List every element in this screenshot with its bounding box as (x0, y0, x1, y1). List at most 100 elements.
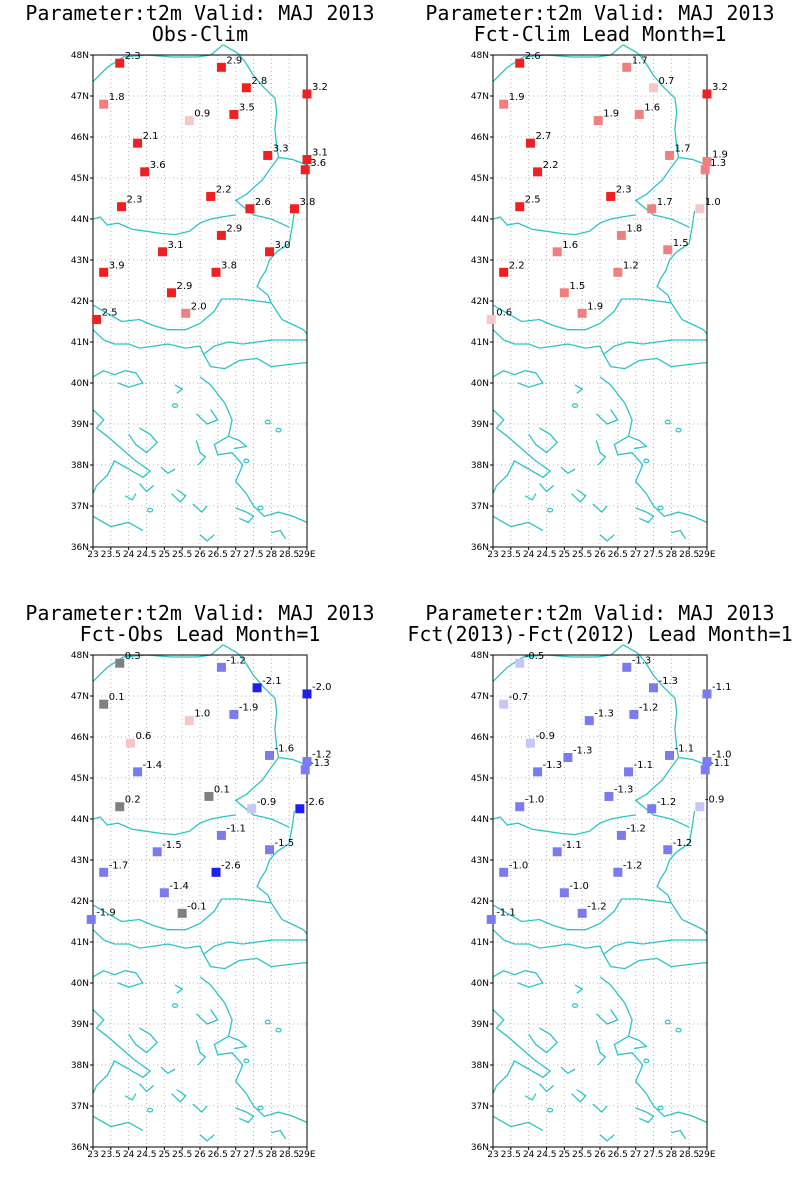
station-marker (533, 167, 543, 177)
y-tick-label: 37N (471, 502, 489, 512)
coastline (92, 814, 236, 836)
coastline (635, 507, 655, 524)
coastline (92, 409, 152, 494)
station-value-label: 1.9 (603, 109, 619, 120)
station-value-label: 3.1 (168, 240, 184, 251)
station-value-label: 3.6 (310, 158, 326, 169)
y-tick-label: 42N (71, 297, 89, 307)
station-marker (663, 845, 673, 855)
coastline (599, 376, 708, 523)
lake-outline (275, 1027, 282, 1033)
lake-outline (571, 403, 579, 408)
y-tick-label: 36N (471, 1143, 489, 1153)
station-value-label: 1.9 (712, 150, 728, 161)
station-value-label: -1.1 (675, 743, 695, 754)
coastline (592, 1103, 608, 1114)
station-value-label: 2.2 (509, 260, 525, 271)
station-marker (184, 716, 194, 726)
station-marker (616, 230, 626, 240)
station-value-label: -1.2 (673, 838, 693, 849)
y-tick-label: 47N (471, 692, 489, 702)
station-value-label: -2.6 (221, 860, 241, 871)
station-marker (647, 204, 657, 214)
x-tick-label: 23 (487, 550, 498, 560)
y-tick-label: 44N (71, 815, 89, 825)
station-value-label: 3.1 (312, 148, 328, 159)
station-value-label: -1.1 (712, 682, 732, 693)
station-map: 23 23.5 24 24.5 25 25.5 26 26.5 27 27.5 28 28.5 29E 3… (71, 44, 328, 560)
station-value-label: 0.7 (659, 76, 675, 87)
coastline (622, 644, 708, 767)
station-marker (593, 116, 603, 126)
station-marker (702, 757, 712, 767)
coastline (222, 644, 308, 767)
coastline (528, 1027, 559, 1054)
x-tick-label: 27.5 (643, 550, 663, 560)
station-marker (647, 804, 657, 814)
x-tick-label: 23.5 (501, 550, 521, 560)
coastline (595, 409, 619, 425)
y-tick-label: 41N (471, 938, 489, 948)
x-tick-label: 28.5 (279, 550, 299, 560)
station-value-label: -0.5 (525, 651, 545, 662)
coastline (634, 157, 690, 228)
station-map: 23 23.5 24 24.5 25 25.5 26 26.5 27 27.5 28 28.5 29E 3… (471, 44, 728, 560)
y-tick-label: 39N (471, 420, 489, 430)
coastline (560, 466, 576, 474)
station-value-label: -1.3 (310, 758, 330, 769)
station-value-label: 1.2 (623, 260, 639, 271)
station-marker (241, 83, 251, 93)
station-marker (252, 683, 262, 693)
station-marker (265, 247, 275, 257)
lake-outline (664, 1019, 671, 1025)
station-marker (133, 138, 143, 148)
coastlines (492, 44, 708, 542)
station-marker (700, 765, 710, 775)
coastline (634, 757, 690, 828)
station-marker (634, 109, 644, 119)
x-tick-label: 25 (559, 1150, 570, 1160)
x-tick-label: 29E (298, 1150, 315, 1160)
station-marker (181, 308, 191, 318)
coastline (235, 1107, 255, 1124)
station-value-label: -1.3 (543, 760, 563, 771)
station-marker (622, 62, 632, 72)
coastline (538, 483, 555, 493)
station-value-label: 0.6 (135, 731, 151, 742)
x-tick-label: 25.5 (572, 1150, 592, 1160)
x-tick-label: 26.5 (208, 550, 228, 560)
station-value-label: 1.9 (587, 301, 603, 312)
station-value-label: 2.2 (216, 184, 232, 195)
station-marker (665, 150, 675, 160)
station-marker (649, 83, 658, 93)
station-marker (486, 314, 496, 324)
station-marker (99, 867, 109, 877)
coastline (199, 1134, 215, 1142)
station-marker (616, 830, 626, 840)
y-tick-label: 42N (471, 297, 489, 307)
station-marker (604, 791, 614, 801)
panel-fct-obs: Parameter:t2m Valid: MAJ 2013 Fct-Obs Le… (0, 600, 400, 1200)
y-tick-label: 43N (71, 256, 89, 266)
station-marker (204, 791, 214, 801)
coastline (256, 210, 308, 335)
station-value-label: 2.1 (143, 131, 159, 142)
station-marker (499, 867, 509, 877)
y-tick-label: 43N (71, 856, 89, 866)
station-marker (559, 888, 569, 898)
coastline (271, 1129, 287, 1140)
coastline (199, 376, 308, 523)
lake-outline (571, 1003, 579, 1008)
coastline (203, 339, 307, 355)
coastline (671, 1129, 687, 1140)
station-value-label: 1.3 (710, 158, 726, 169)
y-tick-label: 36N (71, 543, 89, 553)
station-value-label: 0.9 (194, 109, 210, 120)
x-tick-label: 26 (594, 1150, 606, 1160)
station-markers: 2.3 1.8 2.1 3.6 2.3 3.1 3.9 2.9 2.5 2.0 0.9 2.9 2.8 3… (92, 51, 328, 324)
station-value-label: -1.1 (226, 823, 246, 834)
station-value-label: 0.1 (214, 784, 230, 795)
x-tick-label: 25.5 (172, 550, 192, 560)
station-marker (133, 767, 143, 777)
coastline (171, 489, 187, 503)
